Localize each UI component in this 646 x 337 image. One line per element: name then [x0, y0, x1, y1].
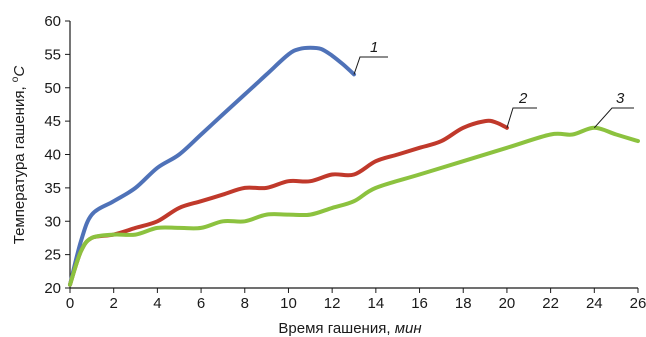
x-tick-label: 18: [455, 295, 472, 312]
x-axis-label: Время гашения, мин: [278, 320, 421, 337]
series-leader-2: [506, 107, 537, 128]
series-labels: 1 2 3: [353, 39, 634, 129]
x-tick-label: 16: [411, 295, 428, 312]
y-tick-label: 55: [44, 46, 61, 63]
series-label-2: 2: [518, 90, 528, 107]
series-leader-1: [353, 56, 388, 75]
x-tick-label: 14: [368, 295, 385, 312]
x-tick-label: 6: [197, 295, 205, 312]
y-tick-label: 45: [44, 113, 61, 130]
series-label-1: 1: [370, 39, 378, 56]
y-tick-label: 30: [44, 213, 61, 230]
y-tick-label: 40: [44, 147, 61, 164]
y-axis-label: Температура гашения, oС: [10, 66, 28, 245]
x-tick-label: 10: [280, 295, 297, 312]
series-line-3: [68, 125, 640, 287]
y-tick-label: 35: [44, 180, 61, 197]
axes: 0 2 4 6 8 10 12 14 16 18 20 22 24 2620253035404550556…: [44, 13, 646, 312]
x-tick-label: 26: [630, 295, 646, 312]
x-tick-label: 8: [241, 295, 249, 312]
y-tick-label: 50: [44, 80, 61, 97]
series-group: [68, 45, 640, 287]
x-tick-label: 12: [324, 295, 341, 312]
x-tick-label: 4: [153, 295, 161, 312]
x-tick-label: 22: [542, 295, 559, 312]
series-line-1: [68, 45, 356, 287]
series-label-3: 3: [616, 90, 625, 107]
x-tick-label: 24: [586, 295, 603, 312]
series-leader-3: [593, 107, 634, 129]
series-line-2: [68, 118, 509, 287]
x-tick-label: 20: [499, 295, 516, 312]
y-tick-label: 20: [44, 280, 61, 297]
y-tick-label: 60: [44, 13, 61, 30]
x-tick-label: 0: [66, 295, 74, 312]
x-tick-label: 2: [110, 295, 118, 312]
y-tick-label: 25: [44, 247, 61, 264]
